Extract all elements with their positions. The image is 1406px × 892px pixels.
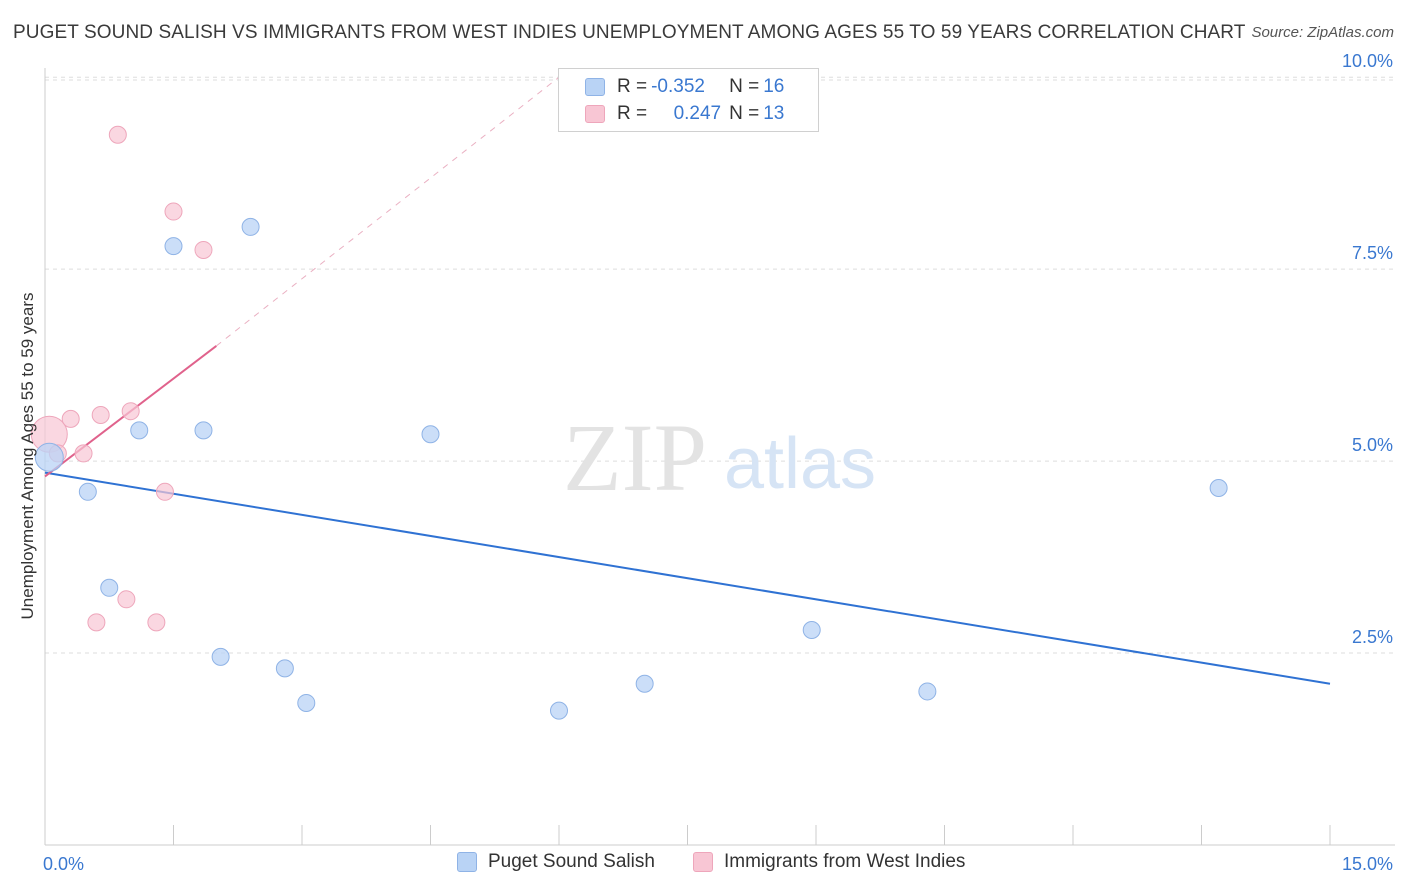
point-westindies: [117, 590, 136, 609]
trend-lines: [44, 76, 1331, 685]
watermark: ZIP atlas: [563, 404, 876, 511]
correlation-legend: R = -0.352 N = 16 R = 0.247 N = 13: [558, 68, 819, 132]
point-westindies: [87, 613, 106, 632]
point-westindies: [194, 240, 213, 259]
x-tick-label: 0.0%: [43, 854, 84, 874]
point-puget: [635, 674, 654, 693]
legend-swatch-puget: [457, 852, 477, 872]
point-westindies: [121, 402, 140, 421]
y-tick-label: 2.5%: [1352, 627, 1393, 647]
point-puget: [194, 421, 213, 440]
point-puget: [1209, 478, 1228, 497]
legend-label-puget: Puget Sound Salish: [488, 851, 655, 872]
trend-line-puget: [44, 471, 1331, 685]
point-puget: [78, 482, 97, 501]
watermark-atlas: atlas: [724, 424, 876, 504]
legend-row-westindies: R = 0.247 N = 13: [585, 101, 784, 127]
legend-swatch-westindies: [693, 852, 713, 872]
y-tick-label: 10.0%: [1342, 51, 1393, 71]
axes: [44, 68, 1395, 846]
point-puget: [34, 442, 64, 472]
x-tick-label: 15.0%: [1342, 854, 1393, 874]
point-puget: [297, 693, 316, 712]
y-tick-label: 5.0%: [1352, 435, 1393, 455]
legend-n-label: N =: [729, 76, 760, 97]
chart-title: PUGET SOUND SALISH VS IMMIGRANTS FROM WE…: [13, 22, 1246, 43]
point-puget: [918, 682, 937, 701]
point-westindies: [147, 613, 166, 632]
point-westindies: [74, 444, 93, 463]
point-puget: [275, 659, 294, 678]
legend-item-westindies[interactable]: Immigrants from West Indies: [693, 851, 965, 873]
legend-r-value: 0.247: [673, 103, 722, 124]
point-puget: [164, 237, 183, 256]
legend-r-value: -0.352: [651, 76, 705, 97]
series-legend: Puget Sound Salish Immigrants from West …: [0, 851, 1406, 879]
legend-n-value: 13: [763, 103, 785, 124]
legend-n-label: N =: [729, 103, 760, 124]
gridlines: [45, 76, 1395, 654]
source-label: Source: ZipAtlas.com: [1251, 24, 1394, 41]
legend-row-puget: R = -0.352 N = 16: [585, 74, 784, 100]
point-puget: [241, 217, 260, 236]
point-westindies: [155, 482, 174, 501]
legend-r-label: R =: [617, 76, 648, 97]
point-puget: [211, 647, 230, 666]
legend-label-westindies: Immigrants from West Indies: [724, 851, 966, 872]
point-puget: [802, 621, 821, 640]
legend-r-label: R =: [617, 103, 648, 124]
tick-labels: 2.5% 5.0% 7.5% 10.0% 0.0% 15.0%: [43, 51, 1393, 874]
trend-line-westindies-extension: [216, 76, 560, 347]
y-axis-label: Unemployment Among Ages 55 to 59 years: [18, 292, 37, 620]
point-puget: [130, 421, 149, 440]
legend-swatch-puget: [585, 78, 605, 96]
point-puget: [550, 701, 568, 720]
y-tick-label: 7.5%: [1352, 243, 1393, 263]
point-westindies: [61, 409, 80, 428]
point-westindies: [91, 406, 110, 425]
legend-swatch-westindies: [585, 105, 605, 123]
watermark-zip: ZIP: [563, 404, 707, 511]
data-points: [30, 125, 1228, 720]
point-westindies: [108, 125, 127, 144]
point-puget: [100, 578, 119, 597]
legend-n-value: 16: [763, 76, 785, 97]
legend-item-puget[interactable]: Puget Sound Salish: [457, 851, 655, 873]
point-westindies: [164, 202, 183, 221]
point-puget: [421, 425, 440, 444]
